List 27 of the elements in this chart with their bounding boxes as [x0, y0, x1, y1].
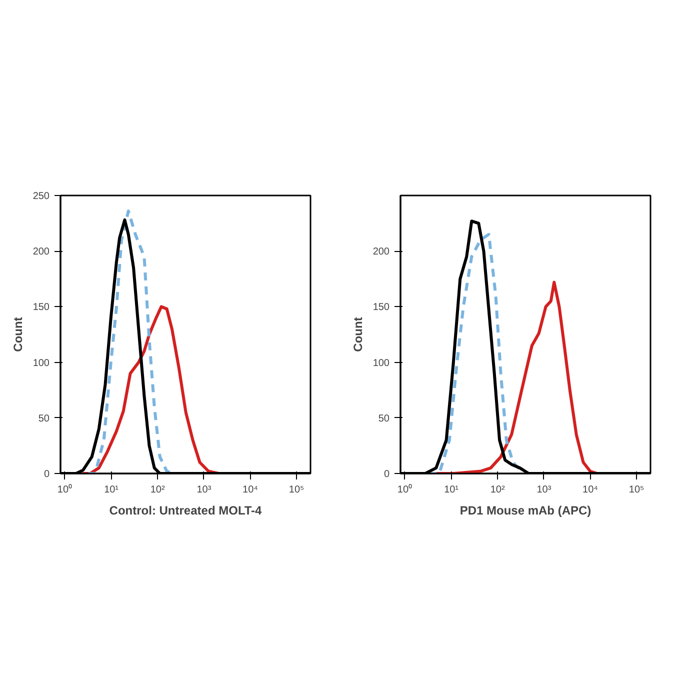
y-axis-title: Count	[350, 317, 365, 352]
y-tick-label: 200	[372, 246, 390, 258]
y-tick-label: 0	[384, 469, 390, 480]
x-tick-label: 10⁰	[57, 484, 73, 496]
x-tick-label: 10²	[150, 484, 166, 496]
x-tick-label: 10³	[196, 484, 212, 496]
y-tick-label: 250	[32, 191, 50, 202]
x-tick-label: 10⁴	[242, 484, 258, 496]
y-tick-label: 50	[38, 413, 50, 424]
x-axis-title: Control: Untreated MOLT-4	[109, 504, 262, 518]
x-axis-title: PD1 Mouse mAb (APC)	[460, 504, 592, 518]
y-axis-title: Count	[10, 317, 25, 352]
y-tick-label: 150	[372, 302, 390, 314]
x-tick-label: 10¹	[444, 484, 460, 496]
x-tick-label: 10³	[536, 484, 552, 496]
y-tick-label: 200	[32, 246, 50, 258]
y-tick-label: 150	[32, 302, 50, 314]
x-tick-label: 10²	[490, 484, 506, 496]
x-tick-label: 10⁴	[582, 484, 598, 496]
x-tick-label: 10⁰	[397, 484, 413, 496]
y-tick-label: 0	[44, 469, 50, 480]
x-tick-label: 10⁵	[288, 484, 304, 496]
x-tick-label: 10¹	[104, 484, 120, 496]
y-tick-label: 50	[378, 413, 390, 424]
x-tick-label: 10⁵	[628, 484, 644, 496]
y-tick-label: 100	[372, 358, 390, 369]
y-tick-label: 100	[32, 358, 50, 369]
